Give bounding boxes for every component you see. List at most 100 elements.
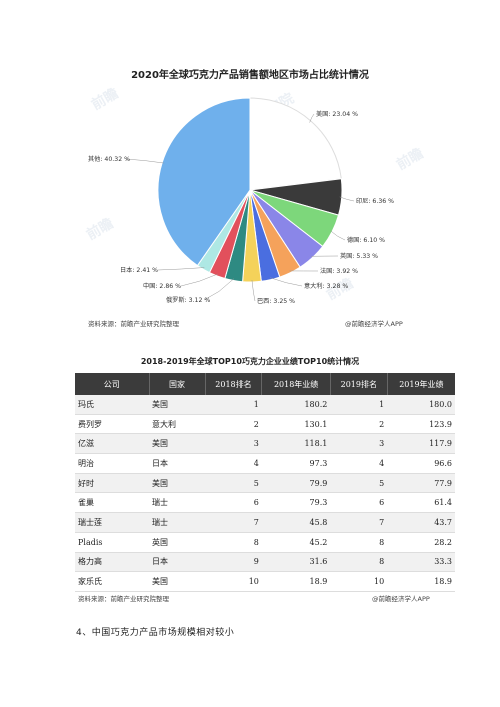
pie-chart-title: 2020年全球巧克力产品销售额地区市场占比统计情况 <box>131 70 369 81</box>
table-body: 玛氏 美国 1 180.2 1 180.0 费列罗 意大利 2 130.1 2 123.9 亿滋 美国 3 1… <box>75 395 455 592</box>
header-2019-sales: 2019年业绩 <box>387 373 455 395</box>
cell-2018-sales: 118.1 <box>261 433 331 455</box>
header-company: 公司 <box>75 373 150 395</box>
pie-label-9: 日本: 2.41 % <box>120 266 158 274</box>
cell-2018-rank: 1 <box>205 395 262 415</box>
cell-company: 瑞士莲 <box>75 512 149 533</box>
pie-label-6: 巴西: 3.25 % <box>257 298 295 305</box>
cell-country: 美国 <box>149 395 205 415</box>
pie-label-10: 其他: 40.32 % <box>88 155 130 163</box>
cell-2019-sales: 180.0 <box>387 395 455 415</box>
svg-text:前瞻: 前瞻 <box>89 85 122 114</box>
cell-2019-rank: 1 <box>330 395 388 415</box>
cell-country: 美国 <box>149 473 205 494</box>
cell-2019-rank: 7 <box>330 512 388 533</box>
table-source-note: 资料来源：前瞻产业研究院整理 <box>78 595 169 603</box>
cell-company: 雀巢 <box>75 492 149 514</box>
pie-label-7: 俄罗斯: 3.12 % <box>166 296 210 304</box>
pie-leader-9 <box>157 267 205 271</box>
pie-slices <box>157 97 343 283</box>
cell-country: 美国 <box>149 571 205 592</box>
pie-chart: 前瞻 前瞻产业研究院 前瞻 前瞻 前瞻 美国: 23.04 %印尼: 6.36 … <box>84 85 427 305</box>
cell-2019-sales: 28.2 <box>387 532 455 553</box>
cell-2018-sales: 79.3 <box>261 492 331 514</box>
pie-leader-6 <box>251 279 256 302</box>
cell-2019-rank: 8 <box>330 532 388 553</box>
cell-2019-rank: 6 <box>330 492 388 514</box>
pie-leader-5 <box>270 277 303 287</box>
header-2018-rank: 2018排名 <box>205 373 263 395</box>
cell-2018-sales: 130.1 <box>261 414 331 435</box>
cell-company: 好时 <box>75 473 149 494</box>
cell-2018-sales: 31.6 <box>261 552 331 573</box>
pie-leader-7 <box>203 278 235 301</box>
table-row: 格力高 日本 9 31.6 8 33.3 <box>75 552 455 573</box>
cell-2018-sales: 97.3 <box>261 453 331 474</box>
cell-2019-sales: 77.9 <box>387 473 455 494</box>
cell-2019-rank: 3 <box>330 433 388 455</box>
cell-2018-rank: 6 <box>205 492 262 514</box>
cell-2018-rank: 10 <box>205 571 262 592</box>
cell-2019-sales: 43.7 <box>387 512 455 533</box>
svg-text:前瞻: 前瞻 <box>84 215 117 244</box>
pie-leader-lines <box>125 113 355 302</box>
cell-company: Pladis <box>75 532 149 553</box>
table-row: 亿滋 美国 3 118.1 3 117.9 <box>75 433 455 455</box>
cell-2019-rank: 5 <box>330 473 388 494</box>
section-heading: 4、中国巧克力产品市场规模相对较小 <box>76 628 235 638</box>
cell-company: 玛氏 <box>75 395 149 415</box>
svg-text:前瞻: 前瞻 <box>394 145 427 174</box>
cell-2018-rank: 2 <box>205 414 262 435</box>
header-country: 国家 <box>149 373 206 395</box>
pie-brand-note: @前瞻经济学人APP <box>345 320 403 328</box>
cell-2019-sales: 33.3 <box>387 552 455 573</box>
cell-2018-rank: 3 <box>205 433 262 455</box>
pie-source-note: 资料来源：前瞻产业研究院整理 <box>88 320 179 328</box>
pie-leader-2 <box>330 230 346 241</box>
cell-2018-rank: 7 <box>205 512 262 533</box>
cell-2019-sales: 61.4 <box>387 492 455 514</box>
pie-slice-10 <box>157 97 251 267</box>
cell-2019-sales: 117.9 <box>387 433 455 455</box>
cell-company: 家乐氏 <box>75 571 149 592</box>
pie-label-2: 德国: 6.10 % <box>347 236 385 244</box>
table-row: 明治 日本 4 97.3 4 96.6 <box>75 453 455 474</box>
pie-leader-8 <box>180 273 218 287</box>
table-row: 雀巢 瑞士 6 79.3 6 61.4 <box>75 492 455 514</box>
pie-label-5: 意大利: 3.28 % <box>304 282 348 290</box>
table-row: 好时 美国 5 79.9 5 77.9 <box>75 473 455 494</box>
pie-label-0: 美国: 23.04 % <box>316 110 358 118</box>
pie-label-3: 英国: 5.33 % <box>340 252 378 260</box>
table-row: 玛氏 美国 1 180.2 1 180.0 <box>75 395 455 415</box>
cell-2018-sales: 180.2 <box>261 395 331 415</box>
cell-2019-rank: 10 <box>330 571 388 592</box>
cell-2018-rank: 9 <box>205 552 262 573</box>
table-header-row: 公司 国家 2018排名 2018年业绩 2019排名 2019年业绩 <box>75 373 455 395</box>
cell-2019-sales: 96.6 <box>387 453 455 474</box>
cell-country: 美国 <box>149 433 205 455</box>
table-row: 瑞士莲 瑞士 7 45.8 7 43.7 <box>75 512 455 533</box>
cell-2018-rank: 4 <box>205 453 262 474</box>
pie-labels: 美国: 23.04 % 印尼: 6.36 % 德国: 6.10 % 英国: 5.33 … <box>88 110 394 305</box>
cell-country: 日本 <box>149 453 205 474</box>
cell-2019-rank: 4 <box>330 453 388 474</box>
pie-label-1: 印尼: 6.36 % <box>356 198 394 205</box>
cell-2019-sales: 18.9 <box>387 571 455 592</box>
cell-2019-sales: 123.9 <box>387 414 455 435</box>
cell-country: 日本 <box>149 552 205 573</box>
top10-table: 公司 国家 2018排名 2018年业绩 2019排名 2019年业绩 玛氏 美国… <box>75 373 455 592</box>
header-2018-sales: 2018年业绩 <box>261 373 331 395</box>
cell-company: 亿滋 <box>75 433 149 455</box>
header-2019-rank: 2019排名 <box>330 373 388 395</box>
pie-slice-0 <box>249 97 342 191</box>
pie-label-8: 中国: 2.86 % <box>143 282 181 290</box>
cell-country: 意大利 <box>149 414 205 435</box>
cell-country: 瑞士 <box>149 492 205 514</box>
cell-company: 格力高 <box>75 552 149 573</box>
table-row: 家乐氏 美国 10 18.9 10 18.9 <box>75 571 455 592</box>
cell-2018-sales: 79.9 <box>261 473 331 494</box>
cell-company: 明治 <box>75 453 149 474</box>
cell-company: 费列罗 <box>75 414 149 435</box>
table-title: 2018-2019年全球TOP10巧克力企业业绩TOP10统计情况 <box>140 357 360 366</box>
cell-2018-sales: 45.2 <box>261 532 331 553</box>
